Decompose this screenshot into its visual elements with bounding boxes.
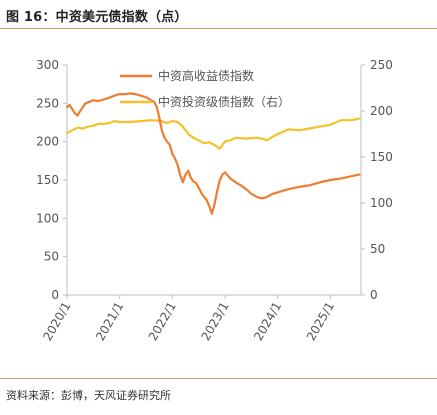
left-tick-label: 150	[36, 173, 59, 187]
left-tick-label: 250	[36, 96, 59, 110]
x-tick-label: 2021/1	[93, 300, 126, 344]
right-tick-label: 0	[370, 288, 378, 302]
source-note: 资料来源：彭博，天风证券研究所	[6, 389, 171, 402]
line-chart: 0 50 100 150 200 250 300 0 50 100 150 200 250 2020/1 2…	[36, 58, 393, 344]
right-tick-label: 50	[370, 242, 385, 256]
right-tick-label: 150	[370, 150, 393, 164]
series-line-investment-grade	[65, 117, 361, 150]
left-tick-label: 200	[36, 135, 59, 149]
x-tick-label: 2022/1	[146, 300, 179, 344]
top-rule	[0, 28, 437, 29]
left-tick-label: 300	[36, 58, 59, 72]
bottom-rule	[0, 378, 437, 379]
legend-label-high-yield: 中资高收益债指数	[158, 68, 254, 83]
left-tick-label: 100	[36, 211, 59, 225]
left-tick-label: 0	[51, 288, 59, 302]
right-tick-label: 100	[370, 196, 393, 210]
right-tick-label: 250	[370, 58, 393, 72]
series-group	[65, 92, 361, 215]
series-line-high-yield	[65, 92, 361, 215]
x-tick-label: 2025/1	[304, 300, 337, 344]
x-tick-label: 2024/1	[251, 300, 284, 344]
right-tick-label: 200	[370, 104, 393, 118]
x-tick-label: 2023/1	[198, 300, 231, 344]
x-tick-label: 2020/1	[40, 300, 73, 344]
legend-label-investment-grade: 中资投资级债指数（右）	[158, 94, 290, 109]
figure-title: 图 16：中资美元债指数（点）	[6, 10, 188, 25]
left-tick-label: 50	[44, 250, 59, 264]
